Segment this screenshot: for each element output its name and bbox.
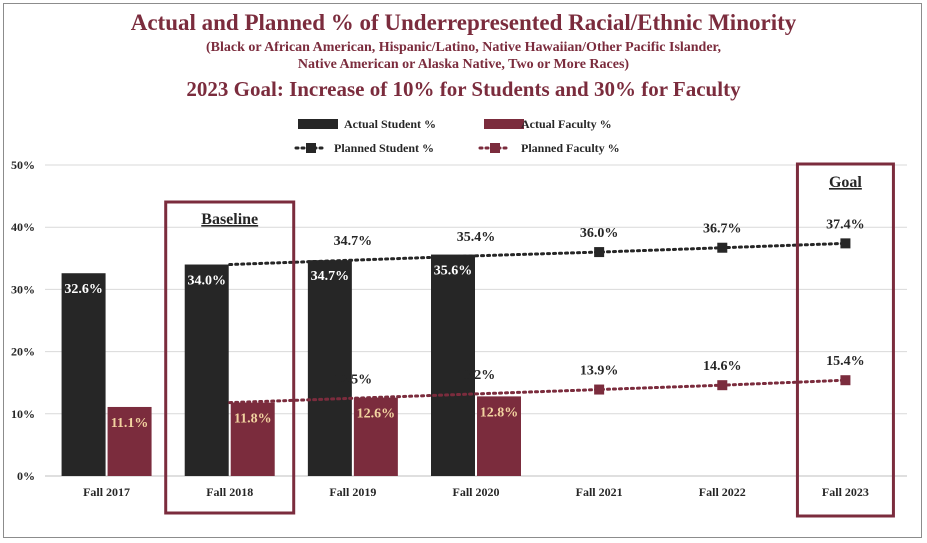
data-label-actual-student: 34.7%	[311, 269, 350, 284]
chart-goal-title: 2023 Goal: Increase of 10% for Students …	[186, 77, 741, 101]
legend-label-planned-faculty: Planned Faculty %	[521, 141, 620, 155]
planned-student-data-label: 36.0%	[580, 226, 619, 241]
legend-label-planned-student: Planned Student %	[334, 141, 434, 155]
legend-marker-planned-faculty	[490, 143, 500, 153]
planned-faculty-line	[228, 378, 847, 405]
planned-student-marker	[594, 247, 605, 258]
legend-label-actual-faculty: Actual Faculty %	[521, 117, 612, 131]
baseline-label: Baseline	[201, 211, 258, 228]
planned-faculty-data-label: 13.9%	[580, 364, 619, 379]
y-tick-label: 50%	[11, 158, 35, 172]
planned-student-data-label: 36.7%	[703, 222, 742, 237]
bar-actual-faculty	[230, 402, 275, 476]
legend-swatch-actual-student	[298, 119, 338, 129]
data-label-actual-faculty: 12.6%	[357, 407, 396, 422]
y-tick-label: 0%	[17, 469, 35, 483]
x-tick-label: Fall 2023	[822, 485, 869, 499]
x-tick-label: Fall 2021	[576, 485, 623, 499]
bar-actual-student	[431, 254, 475, 476]
chart-subtitle-line-1: (Black or African American, Hispanic/Lat…	[205, 40, 721, 55]
x-tick-label: Fall 2018	[206, 485, 253, 499]
planned-faculty-data-label: 15.4%	[826, 354, 865, 369]
y-tick-label: 10%	[11, 407, 35, 421]
planned-student-data-label: 37.4%	[826, 217, 865, 232]
planned-faculty-data-label: 13.2%	[457, 368, 496, 383]
goal-box	[795, 162, 895, 518]
legend-swatch-actual-faculty	[484, 119, 524, 129]
chart-subtitle-line-2: Native American or Alaska Native, Two or…	[297, 57, 630, 72]
legend-label-actual-student: Actual Student %	[344, 117, 436, 131]
y-tick-label: 20%	[11, 345, 35, 359]
x-tick-label: Fall 2019	[329, 485, 376, 499]
bar-actual-student	[61, 273, 106, 476]
planned-student-line	[228, 241, 847, 267]
data-label-actual-student: 32.6%	[64, 282, 103, 297]
planned-student-marker	[840, 238, 851, 249]
planned-faculty-marker	[840, 375, 851, 386]
baseline-box	[164, 200, 296, 515]
data-label-actual-student: 34.0%	[187, 274, 226, 289]
planned-faculty-marker	[594, 384, 605, 395]
data-label-actual-faculty: 12.8%	[480, 405, 519, 420]
bar-actual-student	[184, 264, 229, 476]
y-tick-label: 30%	[11, 282, 35, 296]
chart-title: Actual and Planned % of Underrepresented…	[130, 10, 797, 35]
planned-faculty-marker	[717, 380, 728, 391]
bar-actual-faculty	[353, 397, 398, 476]
data-label-actual-student: 35.6%	[434, 264, 473, 279]
data-label-actual-faculty: 11.8%	[234, 412, 272, 427]
planned-faculty-data-label: 14.6%	[703, 359, 742, 374]
bar-actual-faculty	[477, 396, 521, 476]
planned-faculty-data-label: 12.5%	[334, 372, 373, 387]
x-tick-label: Fall 2022	[699, 485, 746, 499]
planned-student-marker	[717, 242, 728, 253]
x-tick-label: Fall 2017	[83, 485, 130, 499]
planned-student-data-label: 35.4%	[457, 230, 496, 245]
bar-actual-faculty	[107, 406, 152, 476]
x-tick-label: Fall 2020	[453, 485, 500, 499]
legend-marker-planned-student	[306, 143, 316, 153]
y-tick-label: 40%	[11, 220, 35, 234]
data-label-actual-faculty: 11.1%	[111, 416, 149, 431]
goal-label: Goal	[829, 174, 862, 191]
bar-actual-student	[307, 260, 352, 476]
planned-student-data-label: 34.7%	[334, 234, 373, 249]
